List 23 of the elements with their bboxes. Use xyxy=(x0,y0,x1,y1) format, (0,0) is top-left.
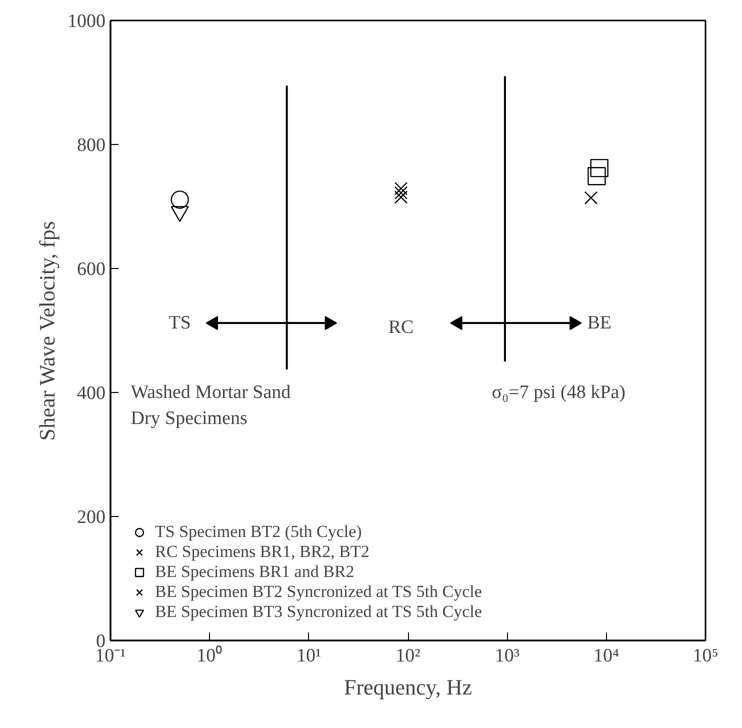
legend-label: BE Specimens BR1 and BR2 xyxy=(155,562,354,582)
annotation: σ₀=7 psi (48 kPa) xyxy=(492,382,626,403)
y-tick-label: 400 xyxy=(77,383,106,404)
y-axis-title: Shear Wave Velocity, fps xyxy=(34,221,60,441)
legend-label: TS Specimen BT2 (5th Cycle) xyxy=(155,522,362,542)
y-tick-label: 1000 xyxy=(68,11,106,32)
legend-label: BE Specimen BT3 Syncronized at TS 5th Cycle xyxy=(155,602,482,622)
annotation: BE xyxy=(587,312,612,334)
y-tick-label: 800 xyxy=(77,135,106,156)
x-tick-label: 10⁴ xyxy=(594,646,620,666)
legend-label: BE Specimen BT2 Syncronized at TS 5th Cycle xyxy=(155,582,482,602)
x-axis-title: Frequency, Hz xyxy=(344,674,472,700)
annotation: TS xyxy=(168,312,191,334)
x-tick-label: 10² xyxy=(396,646,421,666)
x-tick-label: 10⁰ xyxy=(196,644,223,666)
y-tick-label: 600 xyxy=(77,259,106,280)
x-tick-label: 10⁵ xyxy=(692,646,718,666)
annotation: RC xyxy=(388,316,414,338)
annotation: Washed Mortar Sand Dry Specimens xyxy=(130,382,292,430)
y-tick-label: 200 xyxy=(77,507,106,528)
legend-label: RC Specimens BR1, BR2, BT2 xyxy=(155,542,370,562)
x-tick-label: 10¹ xyxy=(296,646,322,666)
x-tick-label: 10³ xyxy=(494,646,520,666)
